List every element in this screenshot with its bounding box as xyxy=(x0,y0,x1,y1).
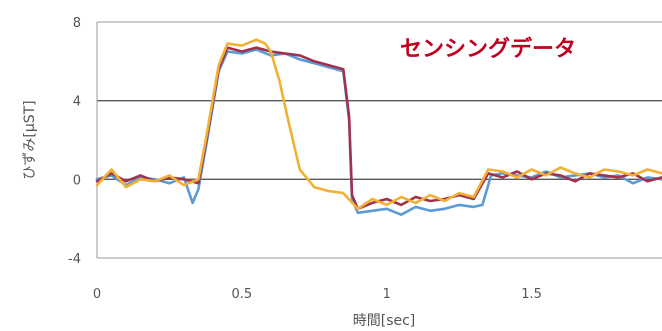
y-axis-title: ひずみ[μST] xyxy=(22,100,38,179)
y-tick-label: 0 xyxy=(73,173,81,188)
x-tick-label: 0 xyxy=(93,287,101,302)
x-tick-label: 0.5 xyxy=(232,287,253,302)
grid-lines xyxy=(96,21,662,259)
plot-area xyxy=(97,22,662,258)
x-axis-title: 時間[sec] xyxy=(353,313,416,329)
y-tick-labels: 8 4 0 -4 xyxy=(68,16,81,267)
y-tick-label: 8 xyxy=(73,16,81,31)
x-tick-labels: 0 0.5 1 1.5 xyxy=(93,287,542,302)
series-lines xyxy=(95,38,662,216)
series-line-3 xyxy=(95,38,662,211)
x-tick-label: 1.5 xyxy=(521,287,542,302)
y-tick-label: 4 xyxy=(73,95,81,110)
y-tick-label: -4 xyxy=(68,252,81,267)
x-tick-label: 1 xyxy=(383,287,391,302)
chart-title: センシングデータ xyxy=(400,36,576,62)
